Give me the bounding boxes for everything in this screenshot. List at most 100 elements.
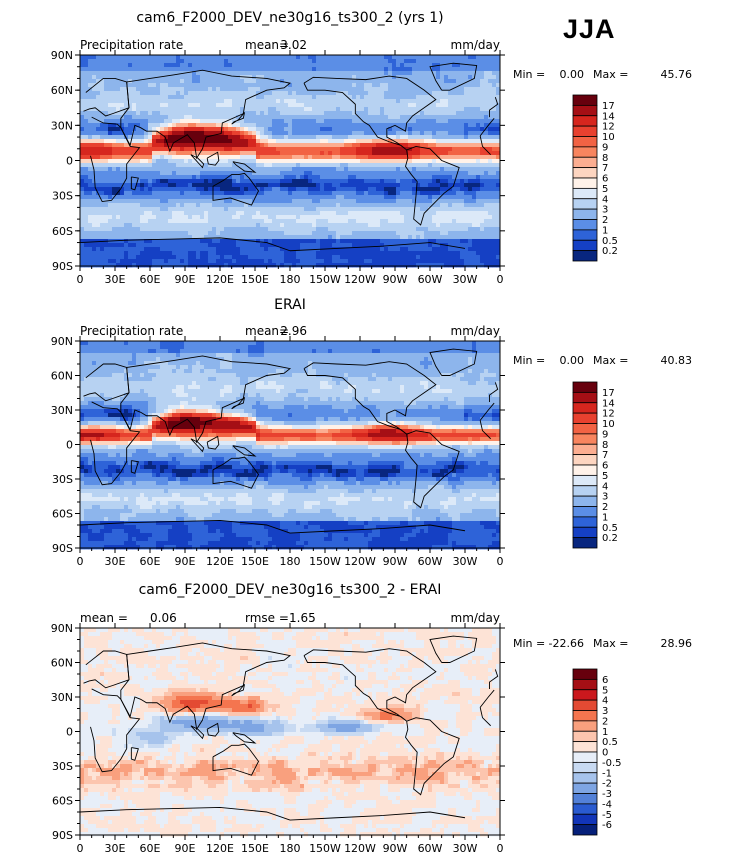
colorbar-swatch bbox=[572, 239, 598, 252]
colorbar-swatch bbox=[572, 474, 598, 487]
colorbar-label: 0.2 bbox=[602, 533, 618, 544]
lon-tick-label: 150E bbox=[241, 273, 269, 286]
mean-label: mean= bbox=[245, 324, 289, 338]
lon-tick-label: 120W bbox=[344, 555, 376, 568]
colorbar-swatch bbox=[572, 104, 598, 117]
lon-tick-label: 180 bbox=[280, 842, 301, 855]
lon-tick-label: 60E bbox=[140, 555, 161, 568]
colorbar-swatch bbox=[572, 720, 598, 732]
colorbar-label: 5 bbox=[602, 184, 608, 195]
min-label: Min = bbox=[513, 354, 545, 367]
colorbar-label: 9 bbox=[602, 142, 608, 153]
lat-tick-label: 90S bbox=[52, 260, 73, 273]
lat-tick-label: 30S bbox=[52, 760, 73, 773]
lat-tick-label: 0 bbox=[66, 155, 73, 168]
units-label: mm/day bbox=[451, 611, 501, 625]
lat-tick-label: 90S bbox=[52, 542, 73, 555]
colorbar-label: -4 bbox=[602, 799, 612, 810]
lon-tick-label: 90W bbox=[383, 273, 408, 286]
colorbar-swatch bbox=[572, 678, 598, 691]
lat-tick-label: 90N bbox=[51, 335, 73, 348]
colorbar-swatch bbox=[572, 125, 598, 137]
mean-value: 3.02 bbox=[280, 38, 307, 52]
colorbar-label: 1 bbox=[602, 727, 608, 738]
lat-tick-label: 0 bbox=[66, 726, 73, 739]
colorbar-label: 7 bbox=[602, 163, 608, 174]
lon-tick-label: 60W bbox=[418, 273, 443, 286]
max-label: Max = bbox=[593, 68, 628, 81]
lon-tick-label: 90E bbox=[175, 273, 196, 286]
lon-tick-label: 150E bbox=[241, 842, 269, 855]
lon-tick-label: 150W bbox=[309, 273, 341, 286]
lon-tick-label: 30E bbox=[105, 273, 126, 286]
lon-tick-label: 30W bbox=[453, 273, 478, 286]
lon-tick-label: 180 bbox=[280, 555, 301, 568]
colorbar-swatch bbox=[572, 506, 598, 518]
colorbar-swatch bbox=[572, 526, 598, 539]
colorbar-swatch bbox=[572, 782, 598, 794]
chart-title: ERAI bbox=[274, 297, 306, 313]
colorbar-swatch bbox=[572, 208, 598, 220]
colorbar-swatch bbox=[572, 412, 598, 424]
colorbar-label: 10 bbox=[602, 132, 615, 143]
lon-tick-label: 0 bbox=[497, 273, 504, 286]
colorbar-swatch bbox=[572, 824, 598, 836]
lon-tick-label: 60E bbox=[140, 273, 161, 286]
lon-tick-label: 90E bbox=[175, 842, 196, 855]
lon-tick-label: 120E bbox=[206, 273, 234, 286]
colorbar-swatch bbox=[572, 537, 598, 549]
colorbar-label: 4 bbox=[602, 194, 608, 205]
colorbar-swatch bbox=[572, 391, 598, 404]
lat-tick-label: 60N bbox=[51, 657, 73, 670]
lon-tick-label: 120E bbox=[206, 842, 234, 855]
colorbar-swatch bbox=[572, 433, 598, 445]
map-field bbox=[80, 628, 501, 837]
colorbar-label: 9 bbox=[602, 429, 608, 440]
colorbar-label: 0.5 bbox=[602, 737, 618, 748]
lat-tick-label: 60N bbox=[51, 84, 73, 97]
chart-title: cam6_F2000_DEV_ne30g16_ts300_2 - ERAI bbox=[139, 582, 442, 598]
colorbar-label: -5 bbox=[602, 810, 612, 821]
colorbar-label: 2 bbox=[602, 716, 608, 727]
colorbar-label: 14 bbox=[602, 111, 615, 122]
colorbar-label: 17 bbox=[602, 101, 615, 112]
colorbar-label: -3 bbox=[602, 789, 612, 800]
map-field bbox=[80, 341, 501, 550]
min-label: Min = bbox=[513, 68, 545, 81]
colorbar-swatch bbox=[572, 813, 598, 826]
min-value: 0.00 bbox=[560, 354, 585, 367]
colorbar-label: 6 bbox=[602, 461, 608, 472]
lat-tick-label: 90S bbox=[52, 829, 73, 842]
map-field bbox=[80, 55, 501, 268]
colorbar-label: 1 bbox=[602, 512, 608, 523]
max-label: Max = bbox=[593, 354, 628, 367]
chart-panel-1: cam6_F2000_DEV_ne30g16_ts300_2 (yrs 1) Pr… bbox=[51, 10, 692, 286]
lon-tick-label: 0 bbox=[77, 273, 84, 286]
lat-tick-label: 30N bbox=[51, 404, 73, 417]
lat-tick-label: 90N bbox=[51, 622, 73, 635]
lat-tick-label: 60S bbox=[52, 225, 73, 238]
lon-tick-label: 30W bbox=[453, 842, 478, 855]
colorbar-swatch bbox=[572, 423, 598, 435]
colorbar-label: 0.5 bbox=[602, 523, 618, 534]
colorbar-swatch bbox=[572, 485, 598, 497]
lat-tick-label: 30N bbox=[51, 691, 73, 704]
field-label: Precipitation rate bbox=[80, 324, 183, 338]
colorbar-swatch bbox=[572, 464, 598, 476]
colorbar-label: 5 bbox=[602, 471, 608, 482]
colorbar-label: -6 bbox=[602, 820, 612, 831]
colorbar-label: 6 bbox=[602, 675, 608, 686]
lat-tick-label: 0 bbox=[66, 439, 73, 452]
colorbar-label: 8 bbox=[602, 153, 608, 164]
rmse-value: 1.65 bbox=[289, 611, 316, 625]
colorbar-swatch bbox=[572, 219, 598, 231]
mean-label: mean = bbox=[80, 611, 128, 625]
colorbar-swatch bbox=[572, 803, 598, 815]
colorbar-label: 8 bbox=[602, 440, 608, 451]
colorbar-label: 1 bbox=[602, 225, 608, 236]
colorbar-label: -2 bbox=[602, 779, 612, 790]
colorbar-swatch bbox=[572, 381, 598, 393]
